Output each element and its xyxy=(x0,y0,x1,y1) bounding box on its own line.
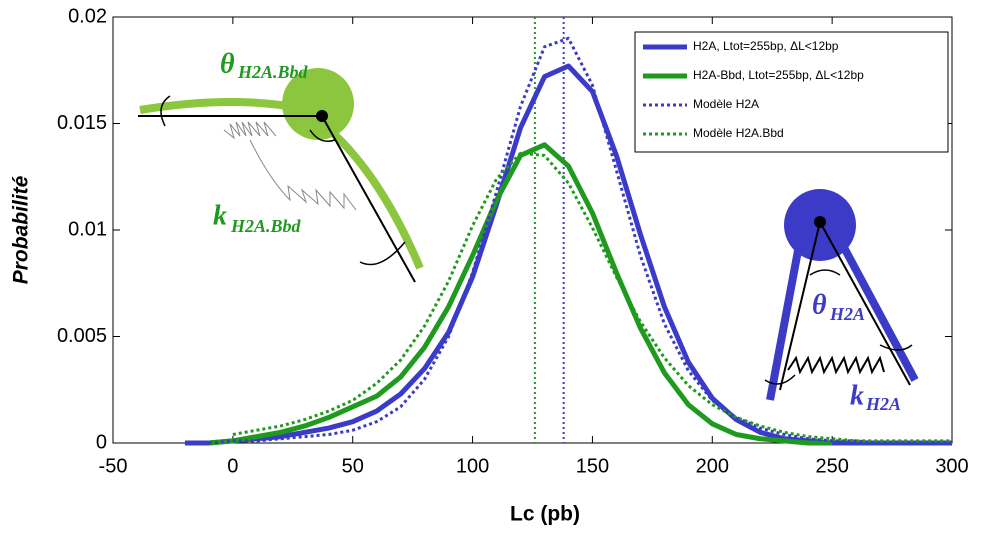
legend-box xyxy=(634,31,949,153)
series-line xyxy=(232,151,952,443)
series-line xyxy=(208,142,833,446)
y-tick-label: 0.02 xyxy=(68,5,107,27)
annotation-subscript: H2A.Bbd xyxy=(230,216,302,236)
legend-label: Modèle H2A.Bbd xyxy=(693,126,784,140)
annotation-symbol: θ xyxy=(812,289,827,320)
x-tick-label: 50 xyxy=(342,455,364,477)
y-tick-label: 0.005 xyxy=(57,325,107,347)
y-axis-label: Probabilité xyxy=(10,175,33,284)
inset-h2a-bbd xyxy=(138,68,424,283)
legend-label: H2A, Ltot=255bp, ΔL<12bp xyxy=(693,39,839,53)
x-tick-label: 0 xyxy=(227,455,238,477)
x-tick-label: 200 xyxy=(696,455,729,477)
inset-h2a xyxy=(764,189,919,401)
x-tick-label: 150 xyxy=(576,455,609,477)
y-tick-label: 0.015 xyxy=(57,112,107,134)
x-axis-label: Lc (pb) xyxy=(510,503,580,526)
annotation-subscript: H2A xyxy=(865,394,901,414)
x-tick-label: 300 xyxy=(935,455,968,477)
legend-label: H2A-Bbd, Ltot=255bp, ΔL<12bp xyxy=(693,68,864,82)
y-tick-label: 0.01 xyxy=(68,218,107,240)
legend: H2A, Ltot=255bp, ΔL<12bp H2A-Bbd, Ltot=25… xyxy=(634,31,949,153)
annotation: θ H2A.Bbd k H2A.Bbd θ H2A k H2A xyxy=(213,48,901,414)
annotation-subscript: H2A.Bbd xyxy=(237,62,309,82)
legend-label: Modèle H2A xyxy=(693,97,759,111)
annotation-subscript: H2A xyxy=(829,304,865,324)
x-tick-label: 100 xyxy=(456,455,489,477)
x-tick-label: 250 xyxy=(815,455,848,477)
annotation-symbol: k xyxy=(213,200,227,231)
annotation-symbol: θ xyxy=(220,48,235,79)
annotation-symbol: k xyxy=(850,380,864,411)
y-tick-label: 0 xyxy=(96,431,107,453)
x-tick-label: -50 xyxy=(99,455,128,477)
